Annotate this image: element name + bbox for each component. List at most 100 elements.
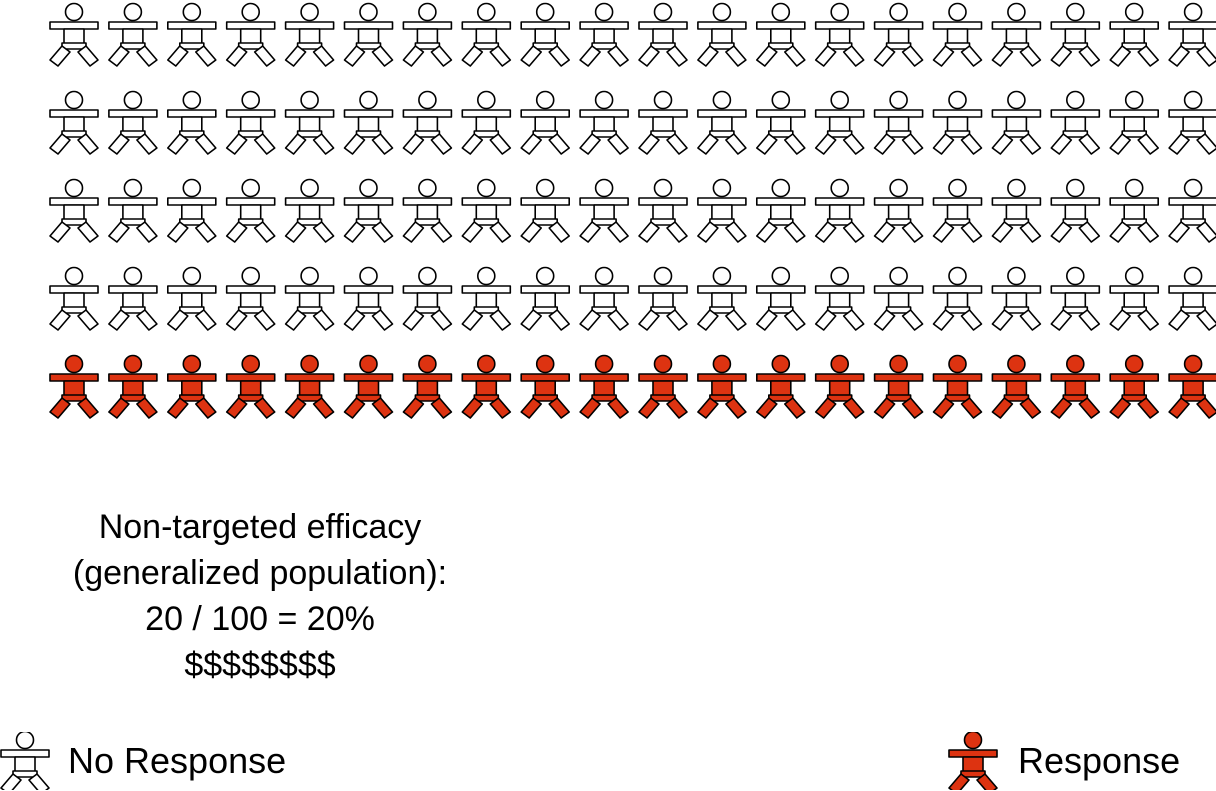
no-response-person-icon: [697, 178, 747, 243]
no-response-person-icon: [402, 2, 453, 67]
no-response-person-icon: [697, 266, 747, 331]
no-response-person-icon: [343, 90, 394, 155]
no-response-person-icon: [873, 266, 924, 331]
response-person-icon: [932, 354, 983, 419]
no-response-person-icon: [49, 2, 99, 67]
no-response-person-icon: [814, 178, 865, 243]
no-response-person-icon: [932, 2, 983, 67]
person-icon: [0, 732, 50, 790]
response-person-icon: [1109, 354, 1159, 419]
response-person-icon: [461, 354, 512, 419]
no-response-person-icon: [991, 90, 1042, 155]
legend-no-response-label: No Response: [68, 740, 287, 781]
no-response-person-icon: [284, 178, 335, 243]
no-response-person-icon: [225, 266, 276, 331]
response-person-icon: [948, 732, 998, 790]
no-response-person-icon: [697, 2, 747, 67]
no-response-person-icon: [579, 2, 629, 67]
no-response-person-icon: [108, 2, 158, 67]
no-response-person-icon: [167, 2, 217, 67]
no-response-person-icon: [49, 266, 99, 331]
no-response-person-icon: [873, 2, 924, 67]
no-response-person-icon: [520, 2, 571, 67]
response-person-icon: [343, 354, 394, 419]
response-person-icon: [108, 354, 158, 419]
no-response-person-icon: [49, 90, 99, 155]
no-response-person-icon: [461, 90, 512, 155]
no-response-person-icon: [579, 266, 629, 331]
no-response-person-icon: [343, 266, 394, 331]
caption-title: Non-targeted efficacy: [98, 508, 422, 546]
legend-response-label: Response: [1018, 740, 1181, 781]
no-response-person-icon: [1050, 178, 1101, 243]
person-icon: [948, 732, 998, 790]
no-response-person-icon: [520, 90, 571, 155]
response-person-icon: [579, 354, 629, 419]
no-response-person-icon: [284, 266, 335, 331]
no-response-person-icon: [638, 266, 688, 331]
response-person-icon: [1168, 354, 1216, 419]
no-response-person-icon: [402, 90, 453, 155]
no-response-person-icon: [638, 90, 688, 155]
response-person-icon: [167, 354, 217, 419]
no-response-person-icon: [873, 90, 924, 155]
no-response-person-icon: [814, 266, 865, 331]
response-person-icon: [814, 354, 865, 419]
no-response-person-icon: [755, 178, 806, 243]
efficacy-caption: Non-targeted efficacy (generalized popul…: [20, 504, 500, 688]
no-response-person-icon: [1168, 266, 1216, 331]
response-person-icon: [697, 354, 747, 419]
no-response-person-icon: [991, 266, 1042, 331]
no-response-person-icon: [167, 90, 217, 155]
no-response-person-icon: [108, 90, 158, 155]
no-response-person-icon: [1109, 178, 1159, 243]
no-response-person-icon: [1109, 90, 1159, 155]
response-person-icon: [638, 354, 688, 419]
no-response-person-icon: [225, 178, 276, 243]
response-person-icon: [520, 354, 571, 419]
no-response-person-icon: [284, 2, 335, 67]
no-response-person-icon: [167, 266, 217, 331]
response-person-icon: [225, 354, 276, 419]
no-response-person-icon: [1168, 178, 1216, 243]
no-response-person-icon: [402, 178, 453, 243]
population-icon-grid: [49, 2, 1216, 419]
no-response-person-icon: [225, 2, 276, 67]
no-response-person-icon: [755, 2, 806, 67]
no-response-person-icon: [991, 178, 1042, 243]
no-response-person-icon: [284, 90, 335, 155]
no-response-person-icon: [579, 178, 629, 243]
no-response-person-icon: [755, 90, 806, 155]
response-person-icon: [1050, 354, 1101, 419]
response-person-icon: [873, 354, 924, 419]
no-response-person-icon: [991, 2, 1042, 67]
no-response-person-icon: [932, 90, 983, 155]
no-response-person-icon: [814, 2, 865, 67]
no-response-person-icon: [1050, 90, 1101, 155]
legend-no-response: No Response: [0, 732, 320, 790]
no-response-person-icon: [1109, 266, 1159, 331]
caption-cost: $$$$$$$$: [184, 646, 336, 684]
no-response-person-icon: [1168, 2, 1216, 67]
no-response-person-icon: [579, 90, 629, 155]
no-response-person-icon: [638, 178, 688, 243]
no-response-person-icon: [402, 266, 453, 331]
response-person-icon: [755, 354, 806, 419]
no-response-person-icon: [520, 178, 571, 243]
response-person-icon: [991, 354, 1042, 419]
no-response-person-icon: [343, 2, 394, 67]
response-person-icon: [284, 354, 335, 419]
no-response-person-icon: [49, 178, 99, 243]
no-response-person-icon: [1050, 266, 1101, 331]
no-response-person-icon: [0, 732, 50, 790]
no-response-person-icon: [638, 2, 688, 67]
no-response-person-icon: [108, 266, 158, 331]
no-response-person-icon: [1050, 2, 1101, 67]
legend-response: Response: [946, 732, 1216, 790]
caption-subtitle: (generalized population):: [72, 554, 448, 592]
no-response-person-icon: [1168, 90, 1216, 155]
no-response-person-icon: [343, 178, 394, 243]
no-response-person-icon: [461, 2, 512, 67]
no-response-person-icon: [755, 266, 806, 331]
no-response-person-icon: [814, 90, 865, 155]
